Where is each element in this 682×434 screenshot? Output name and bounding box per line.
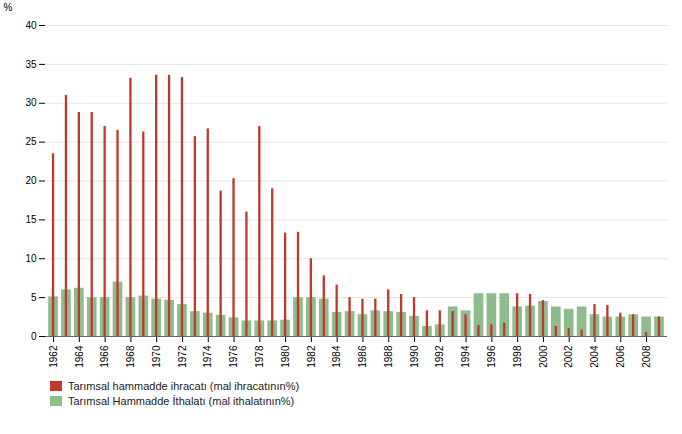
svg-text:2004: 2004 [589, 345, 600, 368]
svg-text:40: 40 [25, 20, 37, 31]
svg-text:1968: 1968 [125, 345, 136, 368]
svg-text:2002: 2002 [563, 345, 574, 368]
svg-text:1974: 1974 [202, 345, 213, 368]
svg-text:25: 25 [25, 136, 37, 147]
svg-text:1990: 1990 [409, 345, 420, 368]
svg-text:2008: 2008 [641, 345, 652, 368]
html-text:Tarımsal Hammadde İthalatı (ma: Tarımsal Hammadde İthalatı (mal ithalatı… [68, 395, 295, 407]
svg-text:%: % [4, 2, 13, 13]
svg-text:1996: 1996 [486, 345, 497, 368]
svg-text:1986: 1986 [357, 345, 368, 368]
svg-text:20: 20 [25, 175, 37, 186]
svg-text:1994: 1994 [460, 345, 471, 368]
svg-text:1992: 1992 [434, 345, 445, 368]
svg-text:1984: 1984 [331, 345, 342, 368]
svg-text:1962: 1962 [48, 345, 59, 368]
svg-text:35: 35 [25, 59, 37, 70]
svg-text:1998: 1998 [512, 345, 523, 368]
svg-text:15: 15 [25, 214, 37, 225]
svg-text:2000: 2000 [538, 345, 549, 368]
svg-text:1982: 1982 [306, 345, 317, 368]
svg-text:1978: 1978 [254, 345, 265, 368]
svg-text:1972: 1972 [177, 345, 188, 368]
svg-text:5: 5 [31, 292, 37, 303]
svg-text:10: 10 [25, 253, 37, 264]
svg-text:1980: 1980 [280, 345, 291, 368]
svg-text:2006: 2006 [615, 345, 626, 368]
svg-text:30: 30 [25, 97, 37, 108]
html-text:Tarımsal hammadde ihracatı (ma: Tarımsal hammadde ihracatı (mal ihracatı… [68, 380, 300, 392]
svg-text:1970: 1970 [151, 345, 162, 368]
svg-text:1988: 1988 [383, 345, 394, 368]
svg-text:1966: 1966 [99, 345, 110, 368]
svg-text:1964: 1964 [74, 345, 85, 368]
svg-text:0: 0 [31, 331, 37, 342]
svg-text:1976: 1976 [228, 345, 239, 368]
